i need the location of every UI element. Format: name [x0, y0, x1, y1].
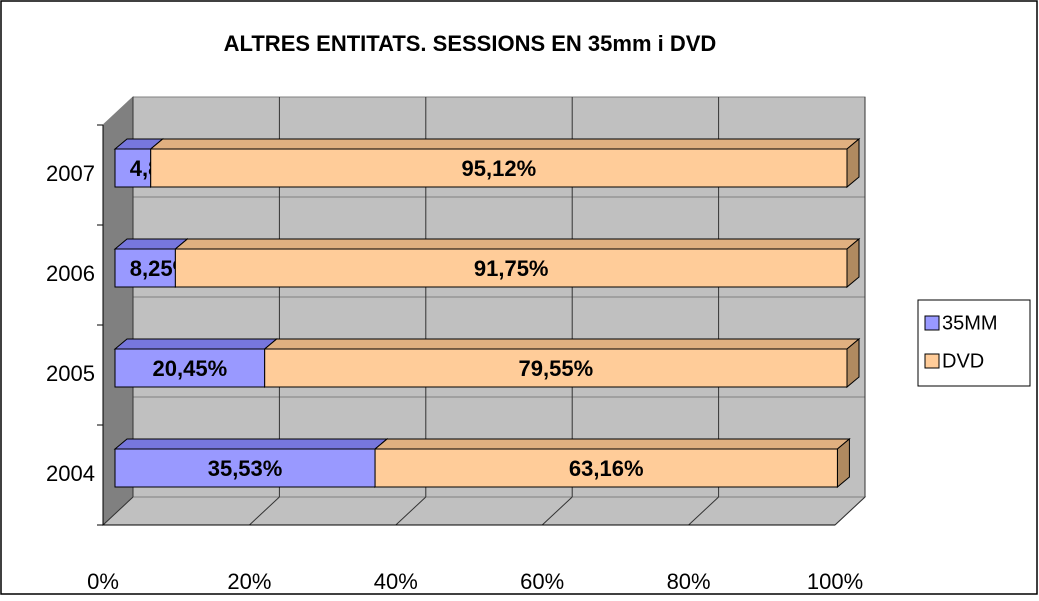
- y-tick-label: 2006: [46, 261, 95, 286]
- x-tick-label: 20%: [227, 569, 271, 594]
- data-label: 79,55%: [519, 356, 594, 381]
- bar: [263, 337, 861, 389]
- data-label: 35,53%: [208, 456, 283, 481]
- bar-front: [174, 248, 848, 288]
- x-tick-label: 0%: [87, 569, 119, 594]
- bar-front: [114, 248, 176, 288]
- data-label: 91,75%: [474, 256, 549, 281]
- floor-grid-line: [541, 496, 573, 526]
- chart-title: ALTRES ENTITATS. SESSIONS EN 35mm i DVD: [224, 31, 717, 56]
- bar-front: [114, 448, 376, 488]
- bar: [113, 337, 279, 389]
- floor-grid-line: [395, 496, 427, 526]
- floor: [101, 496, 867, 526]
- x-tick-label: 80%: [667, 569, 711, 594]
- bar-top: [113, 438, 389, 450]
- bar: [174, 237, 861, 289]
- bar-top: [174, 238, 861, 250]
- bar: [149, 137, 861, 189]
- bar-front: [114, 148, 152, 188]
- x-tick-label: 60%: [520, 569, 564, 594]
- bar-front: [374, 448, 838, 488]
- legend-box: [917, 299, 1031, 387]
- floor-grid-line: [688, 496, 719, 526]
- bar-front: [264, 348, 848, 388]
- legend-swatch: [924, 315, 940, 331]
- bar-top: [149, 138, 861, 150]
- x-tick-label: 100%: [807, 569, 863, 594]
- floor-grid-line: [249, 496, 280, 526]
- legend-label: 35MM: [942, 312, 998, 334]
- x-tick-label: 40%: [374, 569, 418, 594]
- data-label: 63,16%: [569, 456, 644, 481]
- bar-top: [113, 338, 279, 350]
- bar-top: [263, 338, 861, 350]
- y-tick-label: 2005: [46, 361, 95, 386]
- bar-front: [150, 148, 848, 188]
- y-tick-label: 2004: [46, 461, 95, 486]
- bar-front: [114, 348, 266, 388]
- bar-top: [373, 438, 851, 450]
- data-label: 20,45%: [153, 356, 228, 381]
- floor-grid-line: [834, 496, 866, 526]
- data-label: 95,12%: [462, 156, 537, 181]
- bar: [373, 437, 851, 489]
- legend-label: DVD: [942, 350, 984, 372]
- floor-grid-line: [102, 496, 134, 526]
- bar: [113, 437, 389, 489]
- y-tick-label: 2007: [46, 161, 95, 186]
- legend-swatch: [924, 353, 940, 369]
